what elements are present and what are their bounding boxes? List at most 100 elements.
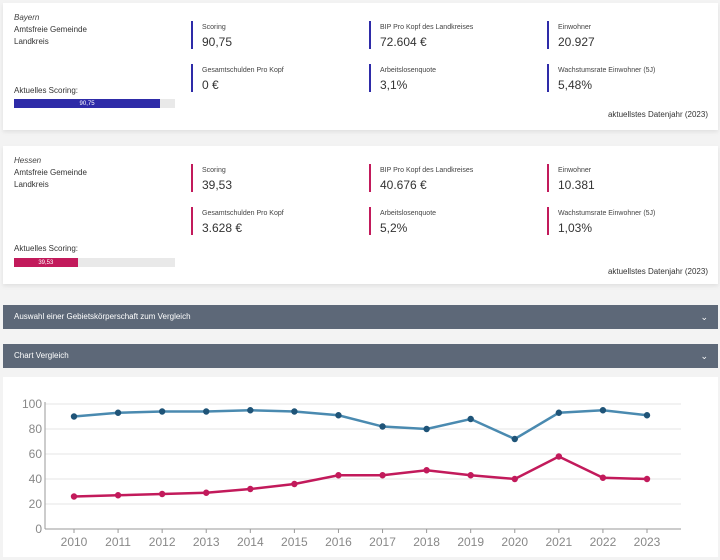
current-score-label: Aktuelles Scoring: xyxy=(14,86,79,95)
x-tick-label: 2015 xyxy=(281,535,308,549)
data-point xyxy=(114,492,122,499)
data-point xyxy=(379,423,386,430)
x-tick-label: 2011 xyxy=(105,535,131,549)
metric-scoring: Scoring 39,53 xyxy=(191,164,232,192)
metric-population: Einwohner 10.381 xyxy=(547,164,595,192)
metric-label: BIP Pro Kopf des Landkreises xyxy=(380,167,474,174)
data-point xyxy=(423,425,430,433)
municipality-type: Amtsfreie Gemeinde xyxy=(14,168,87,177)
comparison-chart: 0 20 40 60 80 100 2010 2011 2012 2013 2014 2015 2016… xyxy=(3,377,718,557)
metric-value: 40.676 € xyxy=(380,178,427,192)
score-progress-bar: 39,53 xyxy=(14,258,175,267)
y-tick-label: 80 xyxy=(29,422,43,436)
data-point xyxy=(203,408,210,415)
data-point xyxy=(203,489,210,496)
metric-value: 1,03% xyxy=(558,221,593,235)
data-point xyxy=(555,453,563,460)
data-point xyxy=(291,480,298,488)
data-point xyxy=(423,467,430,474)
district-label: Landkreis xyxy=(14,180,49,189)
metric-value: 5,2% xyxy=(380,221,408,235)
compare-selection-accordion[interactable]: Auswahl einer Gebietskörperschaft zum Ve… xyxy=(3,305,718,329)
metric-label: Arbeitslosenquote xyxy=(380,67,437,74)
data-point xyxy=(247,485,254,493)
metric-label: Einwohner xyxy=(558,167,592,174)
municipality-type: Amtsfreie Gemeinde xyxy=(14,25,87,34)
x-tick-label: 2016 xyxy=(325,535,352,549)
region-card-hessen: Hessen Amtsfreie Gemeinde Landkreis Scor… xyxy=(3,146,718,284)
metric-debt-per-capita: Gesamtschulden Pro Kopf 3.628 € xyxy=(191,207,284,235)
x-tick-label: 2020 xyxy=(501,535,528,549)
metric-label: Scoring xyxy=(202,167,226,174)
current-score-label: Aktuelles Scoring: xyxy=(14,244,79,253)
data-point xyxy=(70,413,78,420)
metric-debt-per-capita: Gesamtschulden Pro Kopf 0 € xyxy=(191,64,284,92)
data-point xyxy=(555,409,563,416)
x-tick-label: 2017 xyxy=(369,535,396,549)
data-point xyxy=(335,472,342,479)
y-tick-label: 60 xyxy=(29,447,43,461)
x-tick-label: 2014 xyxy=(237,535,264,549)
metric-value: 3.628 € xyxy=(202,221,243,235)
metric-unemployment-rate: Arbeitslosenquote 5,2% xyxy=(369,207,436,235)
x-tick-label: 2018 xyxy=(413,535,440,549)
x-tick-label: 2013 xyxy=(193,535,220,549)
chart-compare-accordion[interactable]: Chart Vergleich ⌄ xyxy=(3,344,718,368)
data-point xyxy=(467,415,474,423)
metric-population-growth: Wachstumsrate Einwohner (5J) 1,03% xyxy=(547,207,655,235)
region-name: Bayern xyxy=(14,13,40,22)
chevron-down-icon[interactable]: ⌄ xyxy=(700,312,708,322)
metric-value: 39,53 xyxy=(202,178,233,192)
metric-label: BIP Pro Kopf des Landkreises xyxy=(380,24,474,31)
metric-value: 20.927 xyxy=(558,35,595,49)
metric-population: Einwohner 20.927 xyxy=(547,21,595,49)
data-point xyxy=(70,493,78,500)
data-point xyxy=(158,490,166,498)
metric-gdp-per-capita: BIP Pro Kopf des Landkreises 72.604 € xyxy=(369,21,473,49)
accordion-title: Auswahl einer Gebietskörperschaft zum Ve… xyxy=(14,312,191,321)
data-point xyxy=(511,435,518,443)
metric-population-growth: Wachstumsrate Einwohner (5J) 5,48% xyxy=(547,64,655,92)
metric-value: 72.604 € xyxy=(380,35,427,49)
chevron-down-icon[interactable]: ⌄ xyxy=(700,351,708,361)
y-tick-label: 20 xyxy=(29,497,43,511)
x-tick-label: 2021 xyxy=(545,535,572,549)
data-point xyxy=(643,475,651,483)
x-tick-label: 2022 xyxy=(590,535,617,549)
y-tick-label: 40 xyxy=(29,472,43,486)
x-tick-label: 2010 xyxy=(61,535,88,549)
data-point xyxy=(599,407,607,414)
data-point xyxy=(291,408,298,415)
score-progress-fill: 39,53 xyxy=(14,258,78,267)
score-progress-bar: 90,75 xyxy=(14,99,175,108)
data-year-note: aktuellstes Datenjahr (2023) xyxy=(607,267,708,276)
data-point xyxy=(158,408,166,415)
data-year-note: aktuellstes Datenjahr (2023) xyxy=(607,110,708,119)
data-point xyxy=(379,472,386,479)
region-name: Hessen xyxy=(14,156,42,165)
y-tick-label: 0 xyxy=(35,522,42,536)
metric-label: Scoring xyxy=(202,24,226,31)
data-point xyxy=(467,472,474,479)
district-label: Landkreis xyxy=(14,37,49,46)
score-progress-fill: 90,75 xyxy=(14,99,161,108)
x-tick-label: 2023 xyxy=(634,535,661,549)
data-point xyxy=(643,412,651,419)
data-point xyxy=(335,412,342,419)
data-point xyxy=(511,475,518,483)
data-point xyxy=(114,409,122,416)
metric-label: Einwohner xyxy=(558,24,592,31)
data-point xyxy=(599,474,607,481)
metric-value: 3,1% xyxy=(380,78,408,92)
y-tick-label: 100 xyxy=(22,397,42,411)
metric-label: Wachstumsrate Einwohner (5J) xyxy=(558,210,656,217)
metric-gdp-per-capita: BIP Pro Kopf des Landkreises 40.676 € xyxy=(369,164,473,192)
series-line-0 xyxy=(73,408,648,441)
data-point xyxy=(247,407,254,414)
metric-value: 5,48% xyxy=(558,78,593,92)
metric-label: Arbeitslosenquote xyxy=(380,210,437,217)
metric-scoring: Scoring 90,75 xyxy=(191,21,232,49)
metric-label: Wachstumsrate Einwohner (5J) xyxy=(558,67,656,74)
metric-unemployment-rate: Arbeitslosenquote 3,1% xyxy=(369,64,436,92)
region-card-bayern: Bayern Amtsfreie Gemeinde Landkreis Scor… xyxy=(3,3,718,130)
